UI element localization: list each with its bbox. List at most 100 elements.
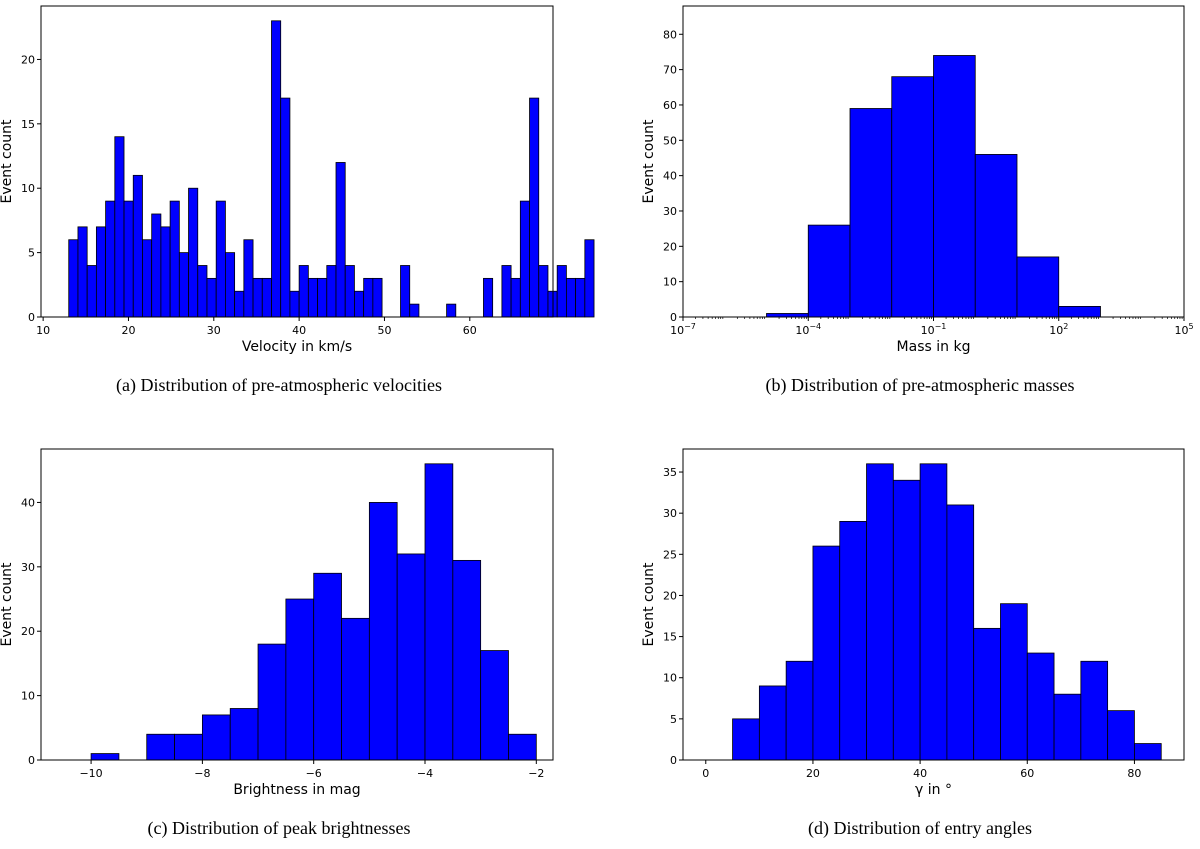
- histogram-bar: [839, 521, 867, 761]
- panel-caption: (a) Distribution of pre-atmospheric velo…: [116, 375, 442, 396]
- y-tick-label: 80: [663, 28, 677, 41]
- histogram-bar: [271, 20, 282, 318]
- histogram-bar: [225, 252, 236, 318]
- histogram-bar: [95, 226, 106, 318]
- histogram-bar: [197, 265, 208, 318]
- histogram-bar: [480, 650, 509, 761]
- y-tick-label: 0: [670, 311, 677, 324]
- histogram-bar: [919, 463, 948, 761]
- histogram-bar: [946, 504, 975, 761]
- histogram-bar: [400, 265, 411, 318]
- axes-frame: [40, 5, 554, 318]
- histogram-bar: [368, 502, 398, 761]
- histogram-bar: [341, 617, 370, 761]
- y-tick-label: 60: [663, 99, 677, 112]
- y-tick-label: 35: [663, 466, 677, 479]
- histogram-bar: [344, 265, 355, 318]
- histogram-bar: [785, 660, 814, 761]
- panel-a-velocity-histogram: 0 5 10 15 20 10 20 30 40 50 60 Velocity in km/s Even…: [0, 5, 595, 396]
- x-tick-label: −4: [417, 767, 433, 780]
- panel-caption: (c) Distribution of peak brightnesses: [148, 818, 411, 839]
- histogram-bar: [1134, 743, 1162, 761]
- histogram-bar: [892, 479, 921, 761]
- histogram-bar: [215, 200, 226, 318]
- y-tick-label: 50: [663, 134, 677, 147]
- x-tick-label: 20: [121, 324, 135, 337]
- x-tick-label: 10: [36, 324, 50, 337]
- y-tick-label: 20: [663, 589, 677, 602]
- histogram-bar: [974, 154, 1018, 318]
- histogram-bar: [510, 277, 521, 318]
- x-tick-label: 105: [1174, 322, 1193, 337]
- x-tick-label: −8: [194, 767, 210, 780]
- x-tick-label: −6: [306, 767, 322, 780]
- x-tick-label: 80: [1127, 767, 1141, 780]
- histogram-bar: [556, 265, 567, 318]
- histogram-bar: [812, 545, 841, 761]
- x-tick-label: 20: [806, 767, 820, 780]
- y-tick-label: 0: [28, 754, 35, 767]
- y-tick-label: 5: [670, 713, 677, 726]
- histogram-bar: [849, 108, 893, 318]
- histogram-bar: [243, 239, 254, 318]
- histogram-bar: [188, 187, 199, 318]
- histogram-bar: [575, 277, 586, 318]
- histogram-bar: [257, 643, 287, 761]
- histogram-bar: [90, 753, 120, 761]
- x-tick-label: 50: [377, 324, 391, 337]
- panel-d-entry-angle-histogram: 0 5 10 15 20 25 30 35 0 20 40 60 80 γ in ° Event count…: [641, 448, 1185, 839]
- y-tick-label: 25: [663, 548, 677, 561]
- histogram-bar: [317, 277, 328, 318]
- histogram-bar: [1053, 693, 1082, 761]
- x-axis-label: γ in °: [915, 782, 952, 798]
- y-tick-label: 15: [663, 631, 677, 644]
- histogram-bar: [973, 627, 1001, 761]
- x-tick-label: 10−1: [921, 322, 947, 337]
- histogram-bar: [891, 76, 934, 318]
- histogram-bar: [508, 733, 537, 761]
- y-tick-label: 40: [663, 170, 677, 183]
- x-tick-label: 40: [913, 767, 927, 780]
- histogram-bar: [326, 265, 337, 318]
- y-tick-label: 30: [21, 561, 35, 574]
- histogram-bar: [86, 265, 97, 318]
- histogram-bar: [313, 572, 342, 761]
- y-axis-label: Event count: [641, 562, 657, 647]
- histogram-bar: [335, 162, 346, 318]
- y-axis-label: Event count: [0, 562, 15, 647]
- x-tick-label: 102: [1049, 322, 1068, 337]
- panel-b-mass-histogram: 0 10 20 30 40 50 60 70 80 10−7 10−4 10−1 102 105 Mass …: [641, 5, 1194, 396]
- x-tick-label: −2: [528, 767, 544, 780]
- x-tick-label: 10−4: [795, 322, 821, 337]
- histogram-bar: [289, 290, 300, 318]
- histogram-bar: [354, 290, 365, 318]
- x-tick-label: 10−7: [670, 322, 696, 337]
- histogram-bar: [758, 685, 787, 761]
- histogram-bar: [396, 553, 426, 761]
- histogram-bar: [229, 708, 259, 761]
- histogram-bar: [105, 200, 116, 318]
- y-tick-label: 10: [663, 672, 677, 685]
- panel-c-brightness-histogram: 0 10 20 30 40 −10 −8 −6 −4 −2 Brightness in mag Eve…: [0, 448, 554, 839]
- histogram-bar: [529, 97, 540, 318]
- y-tick-label: 15: [21, 118, 35, 131]
- histogram-bar: [452, 559, 482, 761]
- histogram-bar: [201, 714, 231, 761]
- histogram-bar: [807, 224, 851, 318]
- panel-caption: (d) Distribution of entry angles: [808, 818, 1032, 839]
- bars: [732, 463, 1162, 761]
- histogram-bar: [1080, 660, 1109, 761]
- histogram-bar: [206, 277, 217, 318]
- histogram-bar: [1016, 256, 1060, 318]
- y-tick-label: 10: [663, 276, 677, 289]
- histogram-bar: [261, 277, 272, 318]
- histogram-bar: [1058, 305, 1101, 318]
- histogram-bar: [252, 277, 263, 318]
- y-tick-label: 0: [28, 311, 35, 324]
- histogram-bar: [1026, 652, 1055, 761]
- y-tick-label: 20: [21, 53, 35, 66]
- y-tick-label: 30: [663, 507, 677, 520]
- histogram-bar: [142, 239, 153, 318]
- y-tick-label: 40: [21, 496, 35, 509]
